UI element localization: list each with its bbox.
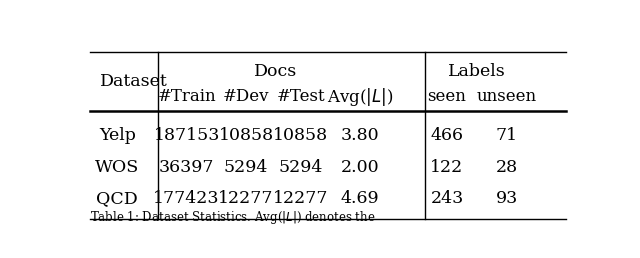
Text: 466: 466 (431, 127, 463, 144)
Text: Yelp: Yelp (99, 127, 136, 144)
Text: seen: seen (428, 88, 467, 105)
Text: 10858: 10858 (273, 127, 328, 144)
Text: 243: 243 (431, 190, 463, 207)
Text: 187153: 187153 (154, 127, 220, 144)
Text: QCD: QCD (97, 190, 138, 207)
Text: #Train: #Train (157, 88, 216, 105)
Text: Avg($|L|$): Avg($|L|$) (327, 85, 394, 108)
Text: Labels: Labels (448, 63, 506, 80)
Text: 4.69: 4.69 (341, 190, 380, 207)
Text: #Dev: #Dev (223, 88, 269, 105)
Text: 2.00: 2.00 (341, 159, 380, 175)
Text: 12277: 12277 (273, 190, 328, 207)
Text: 36397: 36397 (159, 159, 214, 175)
Text: #Test: #Test (276, 88, 325, 105)
Text: Dataset: Dataset (100, 73, 168, 90)
Text: WOS: WOS (95, 159, 140, 175)
Text: 177423: 177423 (154, 190, 220, 207)
Text: Docs: Docs (254, 63, 298, 80)
Text: 28: 28 (495, 159, 518, 175)
Text: 3.80: 3.80 (341, 127, 380, 144)
Text: 5294: 5294 (224, 159, 268, 175)
Text: Table 1: Dataset Statistics. Avg($|L|$) denotes the: Table 1: Dataset Statistics. Avg($|L|$) … (90, 209, 376, 226)
Text: 5294: 5294 (278, 159, 323, 175)
Text: 122: 122 (431, 159, 463, 175)
Text: 93: 93 (495, 190, 518, 207)
Text: 10858: 10858 (219, 127, 274, 144)
Text: 71: 71 (495, 127, 518, 144)
Text: unseen: unseen (477, 88, 536, 105)
Text: 12277: 12277 (218, 190, 274, 207)
